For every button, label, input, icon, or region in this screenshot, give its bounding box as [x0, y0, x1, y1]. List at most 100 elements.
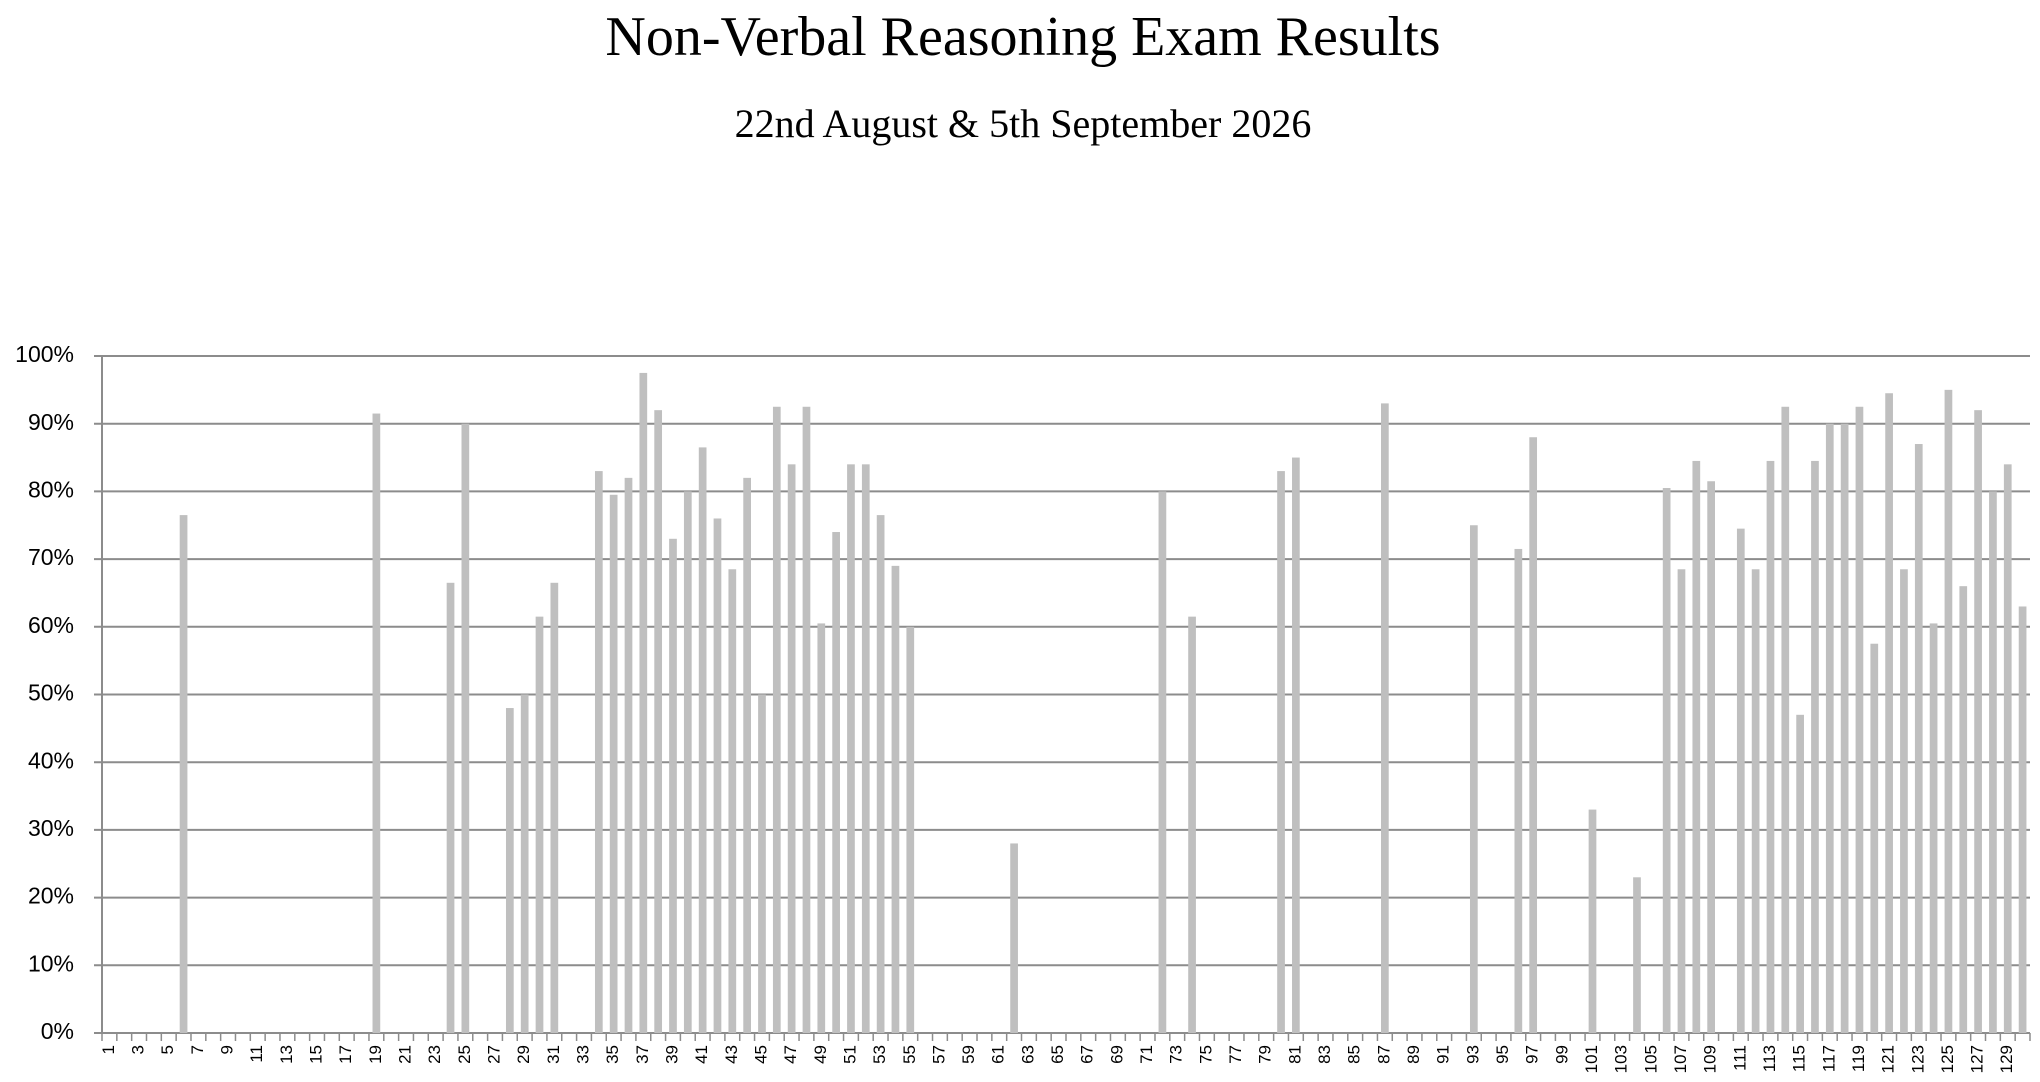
- x-tick-label: 41: [692, 1045, 711, 1064]
- bar: [1751, 569, 1760, 1033]
- x-tick-label: 11: [247, 1045, 266, 1063]
- x-tick-label: 15: [307, 1045, 326, 1064]
- x-tick-label: 97: [1523, 1045, 1542, 1064]
- x-tick-label: 105: [1641, 1045, 1660, 1073]
- x-tick-label: 35: [603, 1045, 622, 1064]
- x-tick-label: 77: [1226, 1045, 1245, 1064]
- x-tick-label: 57: [929, 1045, 948, 1064]
- y-tick-label: 0%: [41, 1018, 74, 1044]
- bar: [1885, 393, 1893, 1033]
- x-tick-label: 19: [366, 1045, 385, 1064]
- bar: [713, 518, 722, 1033]
- x-tick-label: 69: [1107, 1045, 1126, 1064]
- x-tick-label: 79: [1256, 1045, 1275, 1064]
- bar: [505, 708, 514, 1033]
- bar: [876, 515, 885, 1033]
- x-tick-label: 63: [1018, 1045, 1037, 1064]
- bar: [446, 582, 455, 1033]
- bar: [179, 515, 188, 1033]
- y-tick-label: 50%: [28, 680, 74, 706]
- x-tick-label: 75: [1196, 1045, 1215, 1064]
- x-tick-label: 23: [425, 1045, 444, 1064]
- bar: [1514, 548, 1523, 1033]
- bar: [624, 477, 633, 1033]
- bar: [1811, 460, 1819, 1033]
- bar: [1840, 423, 1849, 1033]
- x-tick-label: 53: [870, 1045, 889, 1064]
- x-tick-label: 95: [1493, 1045, 1512, 1064]
- x-tick-label: 25: [455, 1045, 474, 1064]
- bar: [1010, 843, 1018, 1033]
- bar: [817, 623, 826, 1033]
- x-tick-label: 13: [277, 1045, 296, 1064]
- bar: [639, 372, 648, 1033]
- bar: [1158, 491, 1167, 1033]
- bar: [698, 447, 707, 1033]
- x-tick-label: 87: [1374, 1045, 1393, 1064]
- x-tick-label: 103: [1612, 1045, 1631, 1073]
- bar: [832, 532, 840, 1033]
- x-tick-label: 29: [514, 1045, 533, 1064]
- bar: [861, 464, 870, 1033]
- x-tick-label: 55: [900, 1045, 919, 1064]
- bar: [1855, 406, 1864, 1033]
- bar: [609, 494, 618, 1033]
- bar: [1188, 616, 1196, 1033]
- bar: [461, 423, 470, 1033]
- bar: [1707, 481, 1715, 1033]
- x-tick-label: 123: [1908, 1045, 1927, 1073]
- bar: [1692, 460, 1701, 1033]
- x-tick-label: 117: [1819, 1045, 1838, 1072]
- chart-subtitle: 22nd August & 5th September 2026: [735, 101, 1312, 146]
- x-tick-label: 71: [1137, 1045, 1156, 1064]
- x-tick-label: 59: [959, 1045, 978, 1064]
- x-tick-label: 3: [129, 1045, 148, 1054]
- bar: [847, 464, 855, 1033]
- bar: [535, 616, 544, 1033]
- bar: [2003, 464, 2012, 1033]
- bar: [1944, 389, 1953, 1034]
- x-tick-label: 9: [218, 1045, 237, 1054]
- x-tick-label: 49: [811, 1045, 830, 1064]
- bar: [1736, 528, 1745, 1033]
- bar: [654, 410, 663, 1033]
- x-tick-label: 39: [662, 1045, 681, 1064]
- bar: [1766, 460, 1775, 1033]
- x-tick-label: 47: [781, 1045, 800, 1064]
- x-tick-label: 61: [989, 1045, 1008, 1064]
- x-tick-label: 67: [1078, 1045, 1097, 1064]
- bar: [2018, 606, 2027, 1033]
- bar: [891, 565, 900, 1033]
- x-tick-label: 109: [1701, 1045, 1720, 1073]
- bar: [1989, 491, 1997, 1033]
- x-tick-label: 101: [1582, 1045, 1601, 1073]
- bar: [772, 406, 781, 1033]
- bar: [594, 471, 603, 1034]
- x-tick-label: 83: [1315, 1045, 1334, 1064]
- x-tick-label: 127: [1968, 1045, 1987, 1073]
- x-tick-label: 111: [1730, 1045, 1749, 1071]
- x-tick-label: 17: [336, 1045, 355, 1064]
- bar: [1929, 623, 1938, 1033]
- x-tick-label: 91: [1434, 1045, 1453, 1064]
- bar: [743, 477, 751, 1033]
- bar: [1959, 586, 1968, 1033]
- x-tick-label: 107: [1671, 1045, 1690, 1073]
- bar: [372, 413, 381, 1033]
- bar: [1825, 423, 1834, 1033]
- y-tick-label: 60%: [28, 612, 74, 638]
- x-tick-label: 27: [484, 1045, 503, 1064]
- bar: [1974, 410, 1982, 1033]
- bar: [550, 582, 559, 1033]
- bar: [1529, 437, 1538, 1033]
- x-tick-label: 51: [840, 1045, 859, 1064]
- x-tick-label: 93: [1463, 1045, 1482, 1064]
- x-tick-label: 121: [1879, 1045, 1898, 1073]
- y-tick-label: 90%: [28, 409, 74, 435]
- y-tick-label: 100%: [15, 341, 74, 367]
- bar: [1914, 444, 1923, 1033]
- x-tick-label: 21: [396, 1045, 415, 1064]
- x-tick-label: 45: [751, 1045, 770, 1064]
- x-tick-label: 37: [633, 1045, 652, 1064]
- bar: [728, 569, 737, 1033]
